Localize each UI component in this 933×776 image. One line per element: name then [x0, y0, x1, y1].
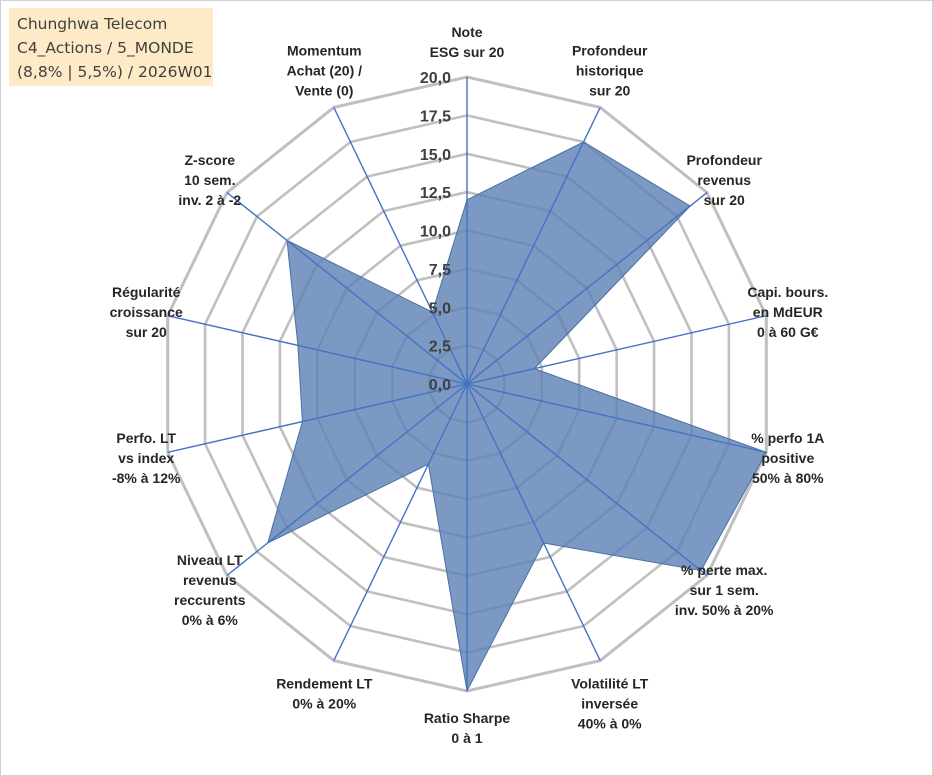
axis-label-line: inversée	[581, 695, 638, 711]
axis-label-line: 0 à 1	[451, 730, 482, 746]
axis-label: Ratio Sharpe 0 à 1	[424, 710, 511, 746]
axis-label-line: sur 20	[126, 324, 167, 340]
axis-spoke	[466, 383, 767, 453]
axis-label-line: inv. 2 à -2	[178, 192, 241, 208]
axis-label-line: vs index	[118, 450, 174, 466]
tick-label: 0,0	[429, 377, 451, 394]
axis-label-line: croissance	[110, 304, 183, 320]
axis-label-line: Profondeur	[686, 152, 762, 168]
axis-label: Momentum Achat (20) / Vente (0)	[287, 43, 363, 99]
tick-label: 10,0	[420, 224, 451, 241]
axis-label: Perfo. LT vs index -8% à 12%	[112, 430, 181, 486]
chart-title-box: Chunghwa Telecom C4_Actions / 5_MONDE (8…	[9, 8, 213, 86]
axis-label: Régularité croissance sur 20	[110, 284, 183, 340]
axis-label: Profondeur historique sur 20	[572, 43, 648, 99]
axis-label-line: revenus	[697, 172, 751, 188]
axis-label: Rendement LT 0% à 20%	[276, 675, 373, 711]
axis-label: Profondeur revenus sur 20	[686, 152, 762, 208]
axis-label-line: Capi. bours.	[747, 284, 828, 300]
axis-label: Note ESG sur 20	[430, 24, 505, 60]
axis-label-line: reccurents	[174, 592, 246, 608]
axis-label-line: 50% à 80%	[752, 470, 824, 486]
axis-label-line: sur 20	[589, 83, 630, 99]
axis-label-line: Volatilité LT	[571, 675, 649, 691]
axis-label-line: Niveau LT	[177, 552, 243, 568]
axis-label-line: positive	[761, 450, 814, 466]
axis-label-line: Profondeur	[572, 43, 648, 59]
axis-label-line: Achat (20) /	[287, 63, 363, 79]
axis-spoke	[167, 315, 468, 385]
axis-label-line: 10 sem.	[184, 172, 235, 188]
axis-label-line: % perte max.	[681, 562, 767, 578]
axis-label-line: Note	[451, 24, 482, 40]
company-name: Chunghwa Telecom	[17, 15, 168, 33]
axis-label-line: inv. 50% à 20%	[675, 602, 774, 618]
axis-label-line: Rendement LT	[276, 675, 373, 691]
axis-label-line: Régularité	[112, 284, 181, 300]
axis-label-line: sur 1 sem.	[690, 582, 759, 598]
axis-label: Z-score 10 sem. inv. 2 à -2	[178, 152, 241, 208]
axis-label: % perte max. sur 1 sem. inv. 50% à 20%	[675, 562, 774, 618]
axis-label-line: 0% à 6%	[182, 612, 239, 628]
axis-label-line: en MdEUR	[753, 304, 823, 320]
tick-label: 12,5	[420, 185, 451, 202]
axis-spoke	[466, 383, 601, 661]
axis-label-line: Momentum	[287, 43, 362, 59]
axis-label-line: sur 20	[704, 192, 745, 208]
axis-label-line: 0% à 20%	[292, 695, 356, 711]
period-info: (8,8% | 5,5%) / 2026W01	[17, 63, 213, 81]
axis-spoke	[167, 383, 468, 453]
axis-spoke	[466, 383, 708, 576]
axis-label-line: Ratio Sharpe	[424, 710, 511, 726]
axis-label-line: 0 à 60 G€	[757, 324, 819, 340]
portfolio-name: C4_Actions / 5_MONDE	[17, 39, 194, 57]
tick-label: 5,0	[429, 300, 451, 317]
axis-spoke	[226, 383, 468, 576]
radial-tick-labels: 0,0 2,5 5,0 7,5 10,0 12,5 15,0 17,5 20,0	[420, 70, 451, 394]
axis-label: Niveau LT revenus reccurents 0% à 6%	[174, 552, 246, 628]
axis-label: % perfo 1A positive 50% à 80%	[751, 430, 824, 486]
radar-axes	[167, 77, 767, 691]
axis-spoke	[226, 192, 468, 385]
axis-label-line: Vente (0)	[295, 83, 353, 99]
tick-label: 2,5	[429, 339, 451, 356]
tick-label: 7,5	[429, 262, 451, 279]
axis-spoke	[466, 107, 601, 385]
axis-label-line: -8% à 12%	[112, 470, 181, 486]
axis-labels: Note ESG sur 20 Profondeur historique sur 20…	[110, 24, 829, 746]
axis-spoke	[333, 383, 468, 661]
axis-spoke	[333, 107, 468, 385]
axis-label: Volatilité LT inversée 40% à 0%	[571, 675, 649, 731]
tick-label: 15,0	[420, 147, 451, 164]
axis-spoke	[466, 315, 767, 385]
axis-label-line: Z-score	[185, 152, 236, 168]
axis-label-line: Perfo. LT	[116, 430, 176, 446]
axis-label: Capi. bours. en MdEUR 0 à 60 G€	[747, 284, 828, 340]
axis-label-line: ESG sur 20	[430, 44, 505, 60]
axis-label-line: 40% à 0%	[578, 715, 642, 731]
axis-label-line: historique	[576, 63, 644, 79]
axis-label-line: revenus	[183, 572, 237, 588]
tick-label: 17,5	[420, 108, 451, 125]
tick-label: 20,0	[420, 70, 451, 87]
axis-label-line: % perfo 1A	[751, 430, 824, 446]
axis-spoke	[466, 192, 708, 385]
